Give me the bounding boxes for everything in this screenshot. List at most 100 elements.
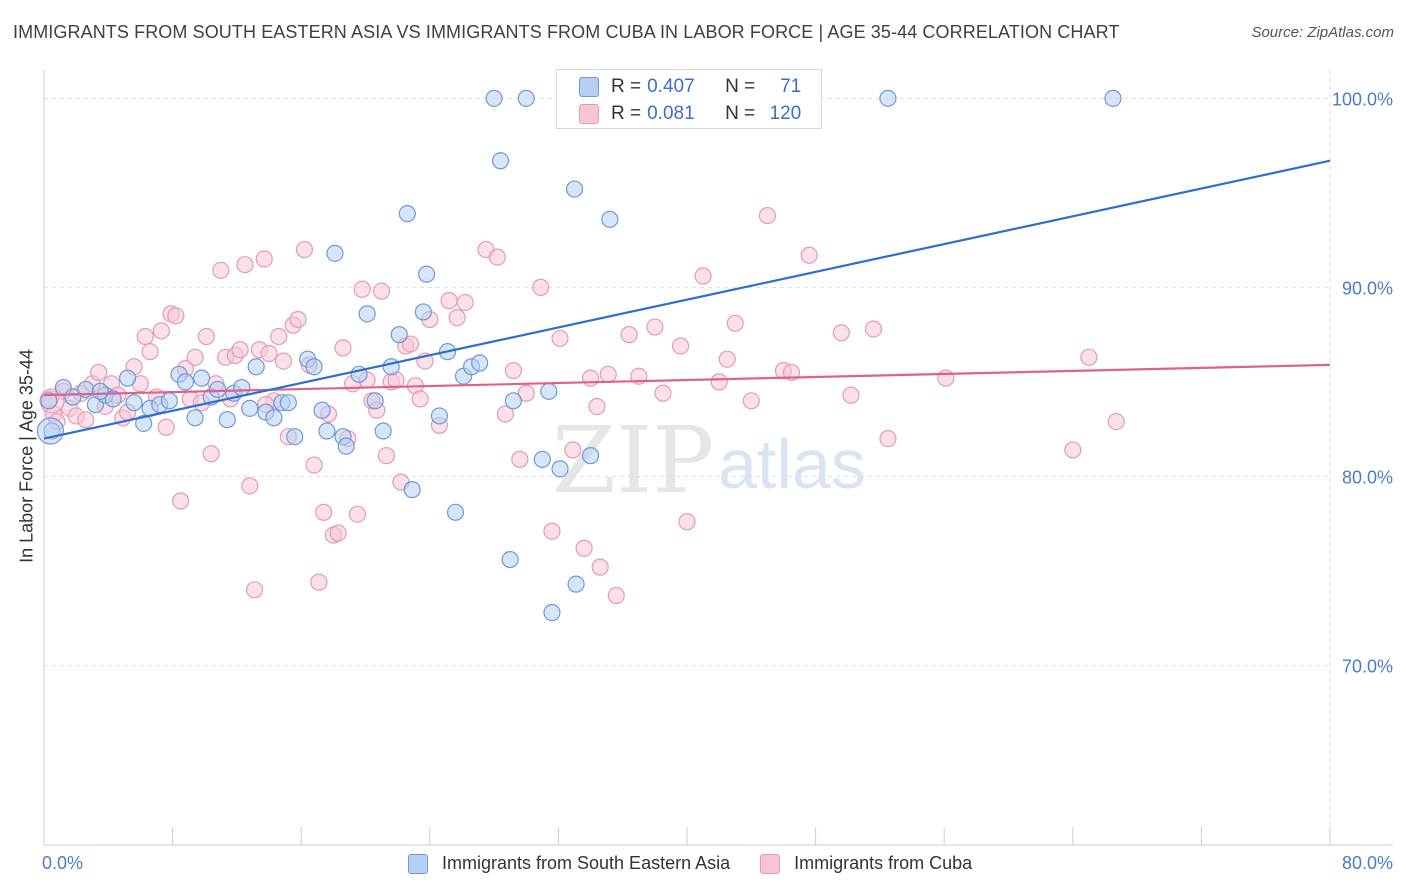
point-sea — [485, 89, 503, 107]
trend-line-cuba — [43, 363, 1331, 397]
point-cuba — [591, 558, 609, 576]
point-cuba — [241, 477, 259, 495]
point-cuba — [245, 581, 264, 599]
point-cuba — [348, 505, 367, 523]
x-tick-min: 0.0% — [42, 853, 84, 873]
point-sea — [186, 409, 204, 427]
point-sea — [430, 407, 449, 425]
r-value-sea: 0.407 — [647, 76, 695, 97]
point-cuba — [1064, 441, 1082, 459]
point-sea — [366, 392, 384, 410]
point-cuba — [305, 456, 323, 474]
point-cuba — [270, 327, 288, 346]
legend-swatch-cuba — [579, 104, 599, 124]
point-cuba — [212, 261, 230, 279]
r-value-cuba: 0.081 — [647, 103, 695, 124]
point-cuba — [260, 344, 278, 363]
point-cuba — [448, 309, 466, 327]
point-cuba — [718, 350, 736, 368]
point-sea — [517, 89, 535, 107]
point-sea — [64, 388, 82, 406]
point-cuba — [937, 369, 955, 387]
point-cuba — [496, 405, 514, 423]
point-sea — [565, 180, 584, 198]
point-sea — [403, 481, 421, 499]
chart-title: IMMIGRANTS FROM SOUTH EASTERN ASIA VS IM… — [13, 22, 1120, 42]
point-cuba — [575, 539, 593, 557]
point-cuba — [255, 250, 273, 268]
point-cuba — [372, 282, 391, 300]
x-tick-max: 80.0% — [1341, 853, 1393, 873]
point-sea — [279, 394, 297, 412]
n-value-cuba: 120 — [769, 103, 802, 124]
point-cuba — [564, 441, 582, 459]
point-sea — [135, 414, 153, 433]
stats-row-sea: R = 0.407 N = 71 — [579, 74, 801, 100]
point-sea — [417, 265, 436, 283]
legend-label-sea: Immigrants from South Eastern Asia — [442, 853, 731, 873]
point-cuba — [157, 418, 175, 436]
point-cuba — [202, 445, 220, 463]
point-cuba — [742, 392, 760, 410]
r-label: R = — [611, 103, 642, 124]
n-label: N = — [725, 76, 756, 97]
axes — [43, 70, 1393, 846]
point-cuba — [186, 348, 204, 366]
point-sea — [209, 380, 227, 399]
point-cuba — [274, 352, 293, 370]
point-sea — [313, 401, 331, 419]
point-sea — [247, 358, 265, 376]
legend-item-sea[interactable]: Immigrants from South Eastern Asia — [408, 853, 730, 874]
point-cuba — [295, 240, 314, 259]
legend-label-cuba: Immigrants from Cuba — [794, 853, 973, 873]
point-cuba — [710, 373, 728, 391]
point-cuba — [315, 503, 333, 521]
point-cuba — [511, 450, 529, 468]
point-cuba — [832, 324, 850, 342]
point-cuba — [551, 329, 569, 348]
point-sea — [118, 369, 137, 387]
point-cuba — [236, 256, 254, 274]
point-sea — [337, 437, 355, 455]
point-cuba — [136, 327, 154, 346]
point-sea — [504, 392, 522, 410]
trend-line-sea — [43, 159, 1331, 440]
trend-lines — [43, 159, 1331, 440]
point-sea — [286, 428, 304, 446]
point-cuba — [289, 310, 307, 329]
point-cuba — [864, 320, 883, 338]
point-cuba — [488, 248, 506, 266]
point-sea — [543, 603, 561, 622]
point-cuba — [654, 384, 672, 402]
source-label: Source: ZipAtlas.com — [1251, 24, 1394, 41]
y-axis-label: In Labor Force | Age 35-44 — [16, 349, 37, 563]
point-cuba — [1080, 348, 1098, 366]
point-cuba — [607, 586, 625, 605]
legend-item-cuba[interactable]: Immigrants from Cuba — [760, 853, 972, 874]
point-sea — [374, 422, 392, 440]
point-sea — [551, 460, 569, 478]
y-tick-label: 70.0% — [1342, 656, 1393, 676]
r-label: R = — [611, 76, 642, 97]
point-cuba — [141, 343, 159, 361]
y-tick-label: 90.0% — [1342, 278, 1393, 298]
point-sea — [104, 390, 122, 408]
point-cuba — [440, 292, 458, 310]
point-sea — [540, 382, 558, 400]
point-cuba — [329, 524, 347, 542]
n-label: N = — [725, 103, 756, 124]
point-sea-large — [36, 417, 65, 445]
y-tick-label: 80.0% — [1342, 467, 1393, 487]
point-cuba — [671, 337, 690, 355]
point-cuba — [353, 280, 371, 298]
watermark-atlas: atlas — [718, 425, 866, 503]
point-sea — [40, 392, 58, 410]
legend-swatch-sea — [579, 77, 599, 97]
point-cuba — [517, 384, 535, 402]
point-sea — [241, 399, 259, 417]
point-cuba — [197, 327, 215, 346]
series-sea-points — [36, 89, 1122, 622]
point-sea — [125, 394, 143, 412]
watermark-zip: ZIP — [552, 407, 714, 514]
legend-swatch-cuba — [760, 853, 781, 874]
